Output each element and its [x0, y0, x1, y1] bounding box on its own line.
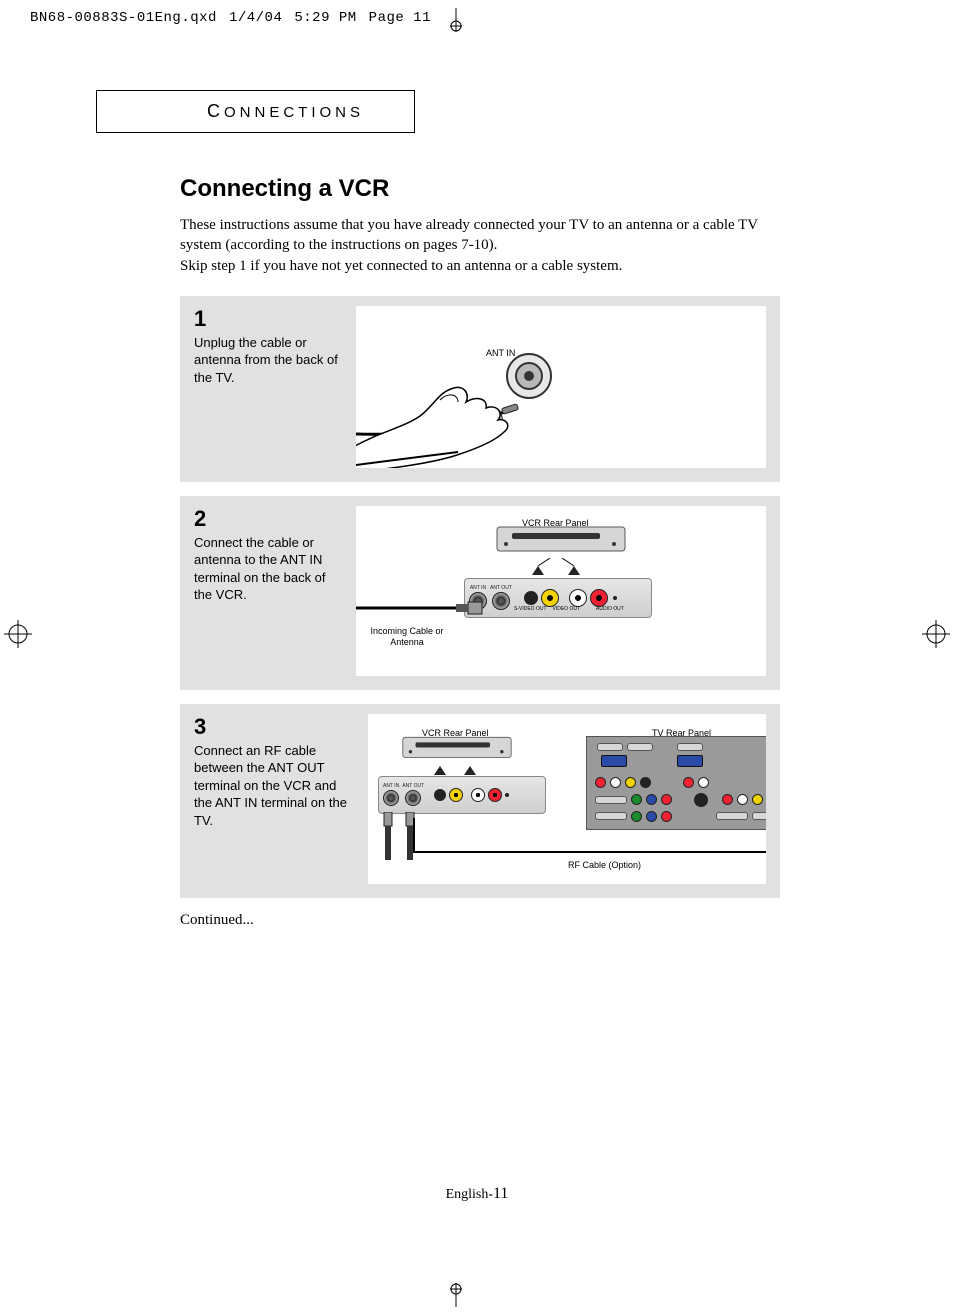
rca-yellow-icon [752, 794, 763, 805]
panel-labels-row: S-VIDEO OUT VIDEO OUT AUDIO OUT [514, 606, 624, 612]
svideo-jack-icon [524, 591, 538, 605]
arrow-up-icon [464, 766, 476, 775]
step-1-desc: Unplug the cable or antenna from the bac… [194, 334, 344, 387]
step-3-num: 3 [194, 714, 356, 740]
connector-panel: ANT IN ANT OUT [464, 578, 652, 618]
section-header: CONNECTIONS [96, 90, 415, 133]
step-3: 3 Connect an RF cable between the ANT OU… [180, 704, 780, 898]
component-pr-icon [661, 794, 672, 805]
rca-red-icon [683, 777, 694, 788]
print-meta: BN68-00883S-01Eng.qxd 1/4/04 5:29 PM Pag… [30, 10, 431, 26]
step-3-desc: Connect an RF cable between the ANT OUT … [194, 742, 356, 830]
vcr-rear-panel: ANT IN ANT OUT [378, 776, 546, 814]
step-3-text: 3 Connect an RF cable between the ANT OU… [194, 714, 356, 884]
crop-mark-left [4, 620, 32, 648]
dot-icon [505, 793, 509, 797]
coax-ant-out-icon [405, 790, 421, 806]
step-2-num: 2 [194, 506, 344, 532]
svideo-jack-icon [434, 789, 446, 801]
step-2-diagram: VCR Rear Panel ANT IN [356, 506, 766, 676]
footer-lang: English- [446, 1187, 493, 1202]
step-2: 2 Connect the cable or antenna to the AN… [180, 496, 780, 690]
meta-page: Page 11 [369, 10, 431, 26]
svideo-label: S-VIDEO OUT [514, 606, 547, 612]
video-label: VIDEO OUT [553, 606, 581, 612]
vga-port-icon [601, 755, 627, 767]
footer-page: 11 [493, 1185, 508, 1202]
step-2-text: 2 Connect the cable or antenna to the AN… [194, 506, 344, 676]
audio-l-jack-icon [471, 788, 485, 802]
incoming-cable-label: Incoming Cable or Antenna [362, 626, 452, 648]
video-jack-icon [449, 788, 463, 802]
audio-l-jack-icon [569, 589, 587, 607]
tv-port-icon [677, 743, 703, 751]
tv-port-icon [597, 743, 623, 751]
intro-line1: These instructions assume that you have … [180, 217, 758, 253]
section-header-first: C [207, 101, 224, 121]
audio-r-jack-icon [590, 589, 608, 607]
intro-line2: Skip step 1 if you have not yet connecte… [180, 258, 622, 274]
svideo-icon [640, 777, 651, 788]
ant-in-label: ANT IN [470, 585, 486, 591]
rca-red-icon [722, 794, 733, 805]
section-header-rest: ONNECTIONS [224, 104, 364, 121]
dot-icon [613, 596, 617, 600]
meta-filename: BN68-00883S-01Eng.qxd [30, 10, 217, 26]
rca-white-icon [698, 777, 709, 788]
rf-cable-label: RF Cable (Option) [568, 860, 641, 870]
arrow-up-icon [434, 766, 446, 775]
rca-yellow-icon [625, 777, 636, 788]
vcr-body-icon [496, 526, 626, 558]
video-jack-icon [541, 589, 559, 607]
step-3-diagram: VCR Rear Panel TV Rear Panel ANT IN [368, 714, 766, 884]
vcr-rear-panel: ANT IN ANT OUT S-VIDEO O [464, 578, 652, 618]
rf-cable-icon [384, 818, 766, 862]
page-title: Connecting a VCR [180, 175, 780, 203]
audio-label: AUDIO OUT [596, 606, 624, 612]
rca-white-icon [737, 794, 748, 805]
component-y-icon [631, 794, 642, 805]
ant-out-label: ANT OUT [402, 783, 424, 789]
crop-mark-bottom [444, 1283, 468, 1307]
crop-mark-top [444, 8, 468, 32]
audio-r-jack-icon [488, 788, 502, 802]
vga-port-icon [677, 755, 703, 767]
step-2-desc: Connect the cable or antenna to the ANT … [194, 534, 344, 604]
ant-in-label: ANT IN [383, 783, 399, 789]
step-1-num: 1 [194, 306, 344, 332]
tv-label-icon [595, 796, 627, 804]
svideo-icon [694, 793, 708, 807]
callout-lines [526, 558, 586, 578]
component-pb-icon [646, 794, 657, 805]
meta-time: 5:29 PM [294, 10, 356, 26]
step-1-text: 1 Unplug the cable or antenna from the b… [194, 306, 344, 468]
meta-date: 1/4/04 [229, 10, 282, 26]
vcr-body-icon [402, 736, 512, 764]
continued-text: Continued... [180, 912, 780, 929]
crop-mark-right [922, 620, 950, 648]
step-1: 1 Unplug the cable or antenna from the b… [180, 296, 780, 482]
step-1-diagram: ANT IN [356, 306, 766, 468]
coax-ant-out-icon [492, 592, 510, 610]
connector-panel: ANT IN ANT OUT [378, 776, 546, 814]
content-area: Connecting a VCR These instructions assu… [180, 175, 780, 929]
rca-white-icon [610, 777, 621, 788]
tv-port-icon [627, 743, 653, 751]
intro-text: These instructions assume that you have … [180, 215, 780, 276]
page-footer: English-11 [0, 1185, 954, 1203]
hand-icon [356, 332, 548, 468]
ant-out-label: ANT OUT [490, 585, 512, 591]
tv-rear-panel [586, 736, 766, 830]
coax-ant-in-icon [383, 790, 399, 806]
rca-red-icon [595, 777, 606, 788]
